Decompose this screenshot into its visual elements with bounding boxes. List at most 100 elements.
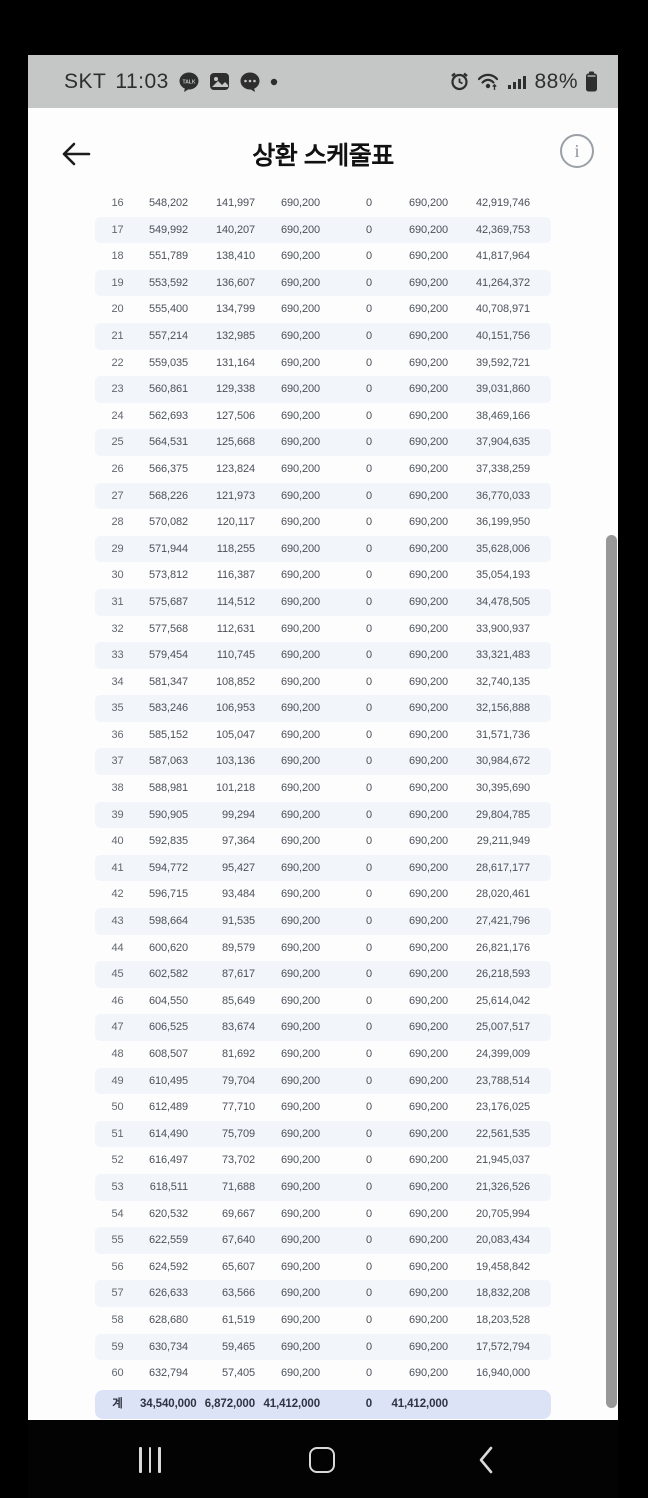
cell-payment: 690,200 [280, 1101, 320, 1114]
cell-installment-no: 33 [111, 649, 124, 662]
app-header: 상환 스케줄표 i [28, 126, 618, 182]
cell-fee: 0 [365, 1048, 372, 1060]
table-row: 44 600,620 89,579 690,200 0 690,200 26,8… [95, 935, 551, 962]
cell-principal: 548,202 [148, 197, 188, 209]
cell-balance: 35,054,193 [475, 569, 530, 582]
cell-interest: 112,631 [216, 622, 255, 635]
cell-payment: 690,200 [280, 755, 320, 768]
table-row: 17 549,992 140,207 690,200 0 690,200 42,… [95, 216, 551, 244]
cell-principal: 577,568 [148, 622, 188, 635]
nav-home-button[interactable] [302, 1440, 342, 1480]
cell-installment-no: 17 [111, 223, 124, 236]
cell-balance: 22,561,535 [475, 1127, 530, 1140]
scrollbar-thumb[interactable] [606, 535, 617, 1408]
cell-principal: 612,489 [148, 1101, 188, 1114]
cell-payment: 690,200 [280, 968, 320, 981]
table-row: 59 630,734 59,465 690,200 0 690,200 17,5… [95, 1333, 551, 1361]
cell-interest: 57,405 [221, 1367, 255, 1380]
cell-interest: 67,640 [221, 1234, 255, 1247]
cell-payment: 690,200 [280, 409, 320, 422]
cell-installment-no: 52 [111, 1154, 124, 1167]
cell-interest: 69,667 [221, 1207, 255, 1220]
cell-total-payment: 690,200 [408, 861, 448, 874]
cell-principal: 583,246 [148, 702, 188, 715]
cell-balance: 42,369,753 [475, 223, 530, 236]
cell-installment-no: 44 [111, 941, 124, 954]
cell-installment-no: 37 [111, 755, 124, 768]
nav-back-button[interactable] [466, 1440, 506, 1480]
cell-fee: 0 [365, 1127, 372, 1140]
cell-fee: 0 [365, 223, 372, 236]
cell-total-payment: 690,200 [408, 1021, 448, 1034]
total-interest: 6,872,000 [204, 1397, 255, 1410]
table-row: 48 608,507 81,692 690,200 0 690,200 24,3… [95, 1041, 551, 1068]
cell-principal: 570,082 [148, 516, 188, 529]
cell-total-payment: 690,200 [408, 409, 448, 422]
cell-principal: 606,525 [148, 1021, 188, 1034]
cell-installment-no: 53 [111, 1180, 124, 1193]
info-button[interactable]: i [560, 134, 594, 168]
cell-installment-no: 49 [111, 1074, 124, 1087]
cell-payment: 690,200 [280, 835, 320, 848]
cell-payment: 690,200 [280, 516, 320, 529]
cell-principal: 573,812 [148, 569, 188, 582]
cell-fee: 0 [365, 250, 372, 263]
nav-recents-button[interactable] [130, 1440, 170, 1480]
cell-balance: 41,817,964 [475, 250, 530, 263]
cell-total-payment: 690,200 [408, 569, 448, 582]
cell-interest: 79,704 [221, 1074, 255, 1087]
status-bar-left: SKT 11:03 TALK [64, 70, 278, 94]
cell-payment: 690,200 [280, 808, 320, 821]
cell-interest: 131,164 [215, 356, 255, 369]
cell-principal: 587,063 [148, 755, 188, 768]
cell-interest: 95,427 [221, 861, 255, 874]
back-button[interactable] [54, 132, 98, 176]
cell-total-payment: 690,200 [408, 383, 448, 396]
table-row: 42 596,715 93,484 690,200 0 690,200 28,0… [95, 881, 551, 908]
table-row: 58 628,680 61,519 690,200 0 690,200 18,2… [95, 1307, 551, 1334]
svg-text:TALK: TALK [182, 79, 195, 85]
cell-interest: 97,364 [221, 835, 255, 848]
alarm-icon [449, 71, 470, 92]
cell-payment: 690,200 [280, 1260, 320, 1273]
cell-balance: 18,203,528 [475, 1313, 530, 1326]
cell-fee: 0 [365, 1287, 372, 1300]
cell-total-payment: 690,200 [408, 1074, 448, 1087]
cell-installment-no: 48 [111, 1048, 124, 1060]
cell-principal: 626,633 [148, 1287, 188, 1300]
cell-installment-no: 20 [111, 303, 124, 316]
clock-label: 11:03 [115, 69, 169, 93]
cell-installment-no: 36 [111, 728, 124, 741]
cell-total-payment: 690,200 [408, 968, 448, 981]
cell-installment-no: 18 [111, 250, 124, 263]
cell-balance: 42,919,746 [475, 197, 530, 209]
cell-fee: 0 [365, 941, 372, 954]
cell-principal: 564,531 [148, 436, 188, 449]
status-bar-right: 88% [449, 70, 598, 94]
cell-fee: 0 [365, 1340, 372, 1353]
table-row: 27 568,226 121,973 690,200 0 690,200 36,… [95, 482, 551, 510]
notification-dot [270, 78, 278, 86]
cell-balance: 16,940,000 [475, 1367, 530, 1380]
cell-total-payment: 690,200 [408, 436, 448, 449]
cell-principal: 560,861 [148, 383, 188, 396]
table-row: 43 598,664 91,535 690,200 0 690,200 27,4… [95, 908, 551, 935]
table-row: 40 592,835 97,364 690,200 0 690,200 29,2… [95, 828, 551, 855]
cell-installment-no: 47 [111, 1021, 124, 1034]
cell-principal: 559,035 [148, 356, 188, 369]
cell-installment-no: 22 [111, 356, 124, 369]
kakaotalk-icon: TALK [178, 71, 200, 93]
cell-installment-no: 54 [111, 1207, 124, 1220]
cell-installment-no: 30 [111, 569, 124, 582]
cell-total-payment: 690,200 [408, 728, 448, 741]
cell-payment: 690,200 [280, 250, 320, 263]
cell-payment: 690,200 [280, 675, 320, 688]
cell-fee: 0 [365, 888, 372, 901]
cell-balance: 36,199,950 [475, 516, 530, 529]
cell-installment-no: 21 [111, 329, 124, 342]
cell-total-payment: 690,200 [408, 462, 448, 475]
cell-interest: 63,566 [221, 1287, 255, 1300]
cell-interest: 121,973 [215, 489, 255, 502]
cell-fee: 0 [365, 994, 372, 1007]
cell-installment-no: 43 [111, 915, 124, 928]
